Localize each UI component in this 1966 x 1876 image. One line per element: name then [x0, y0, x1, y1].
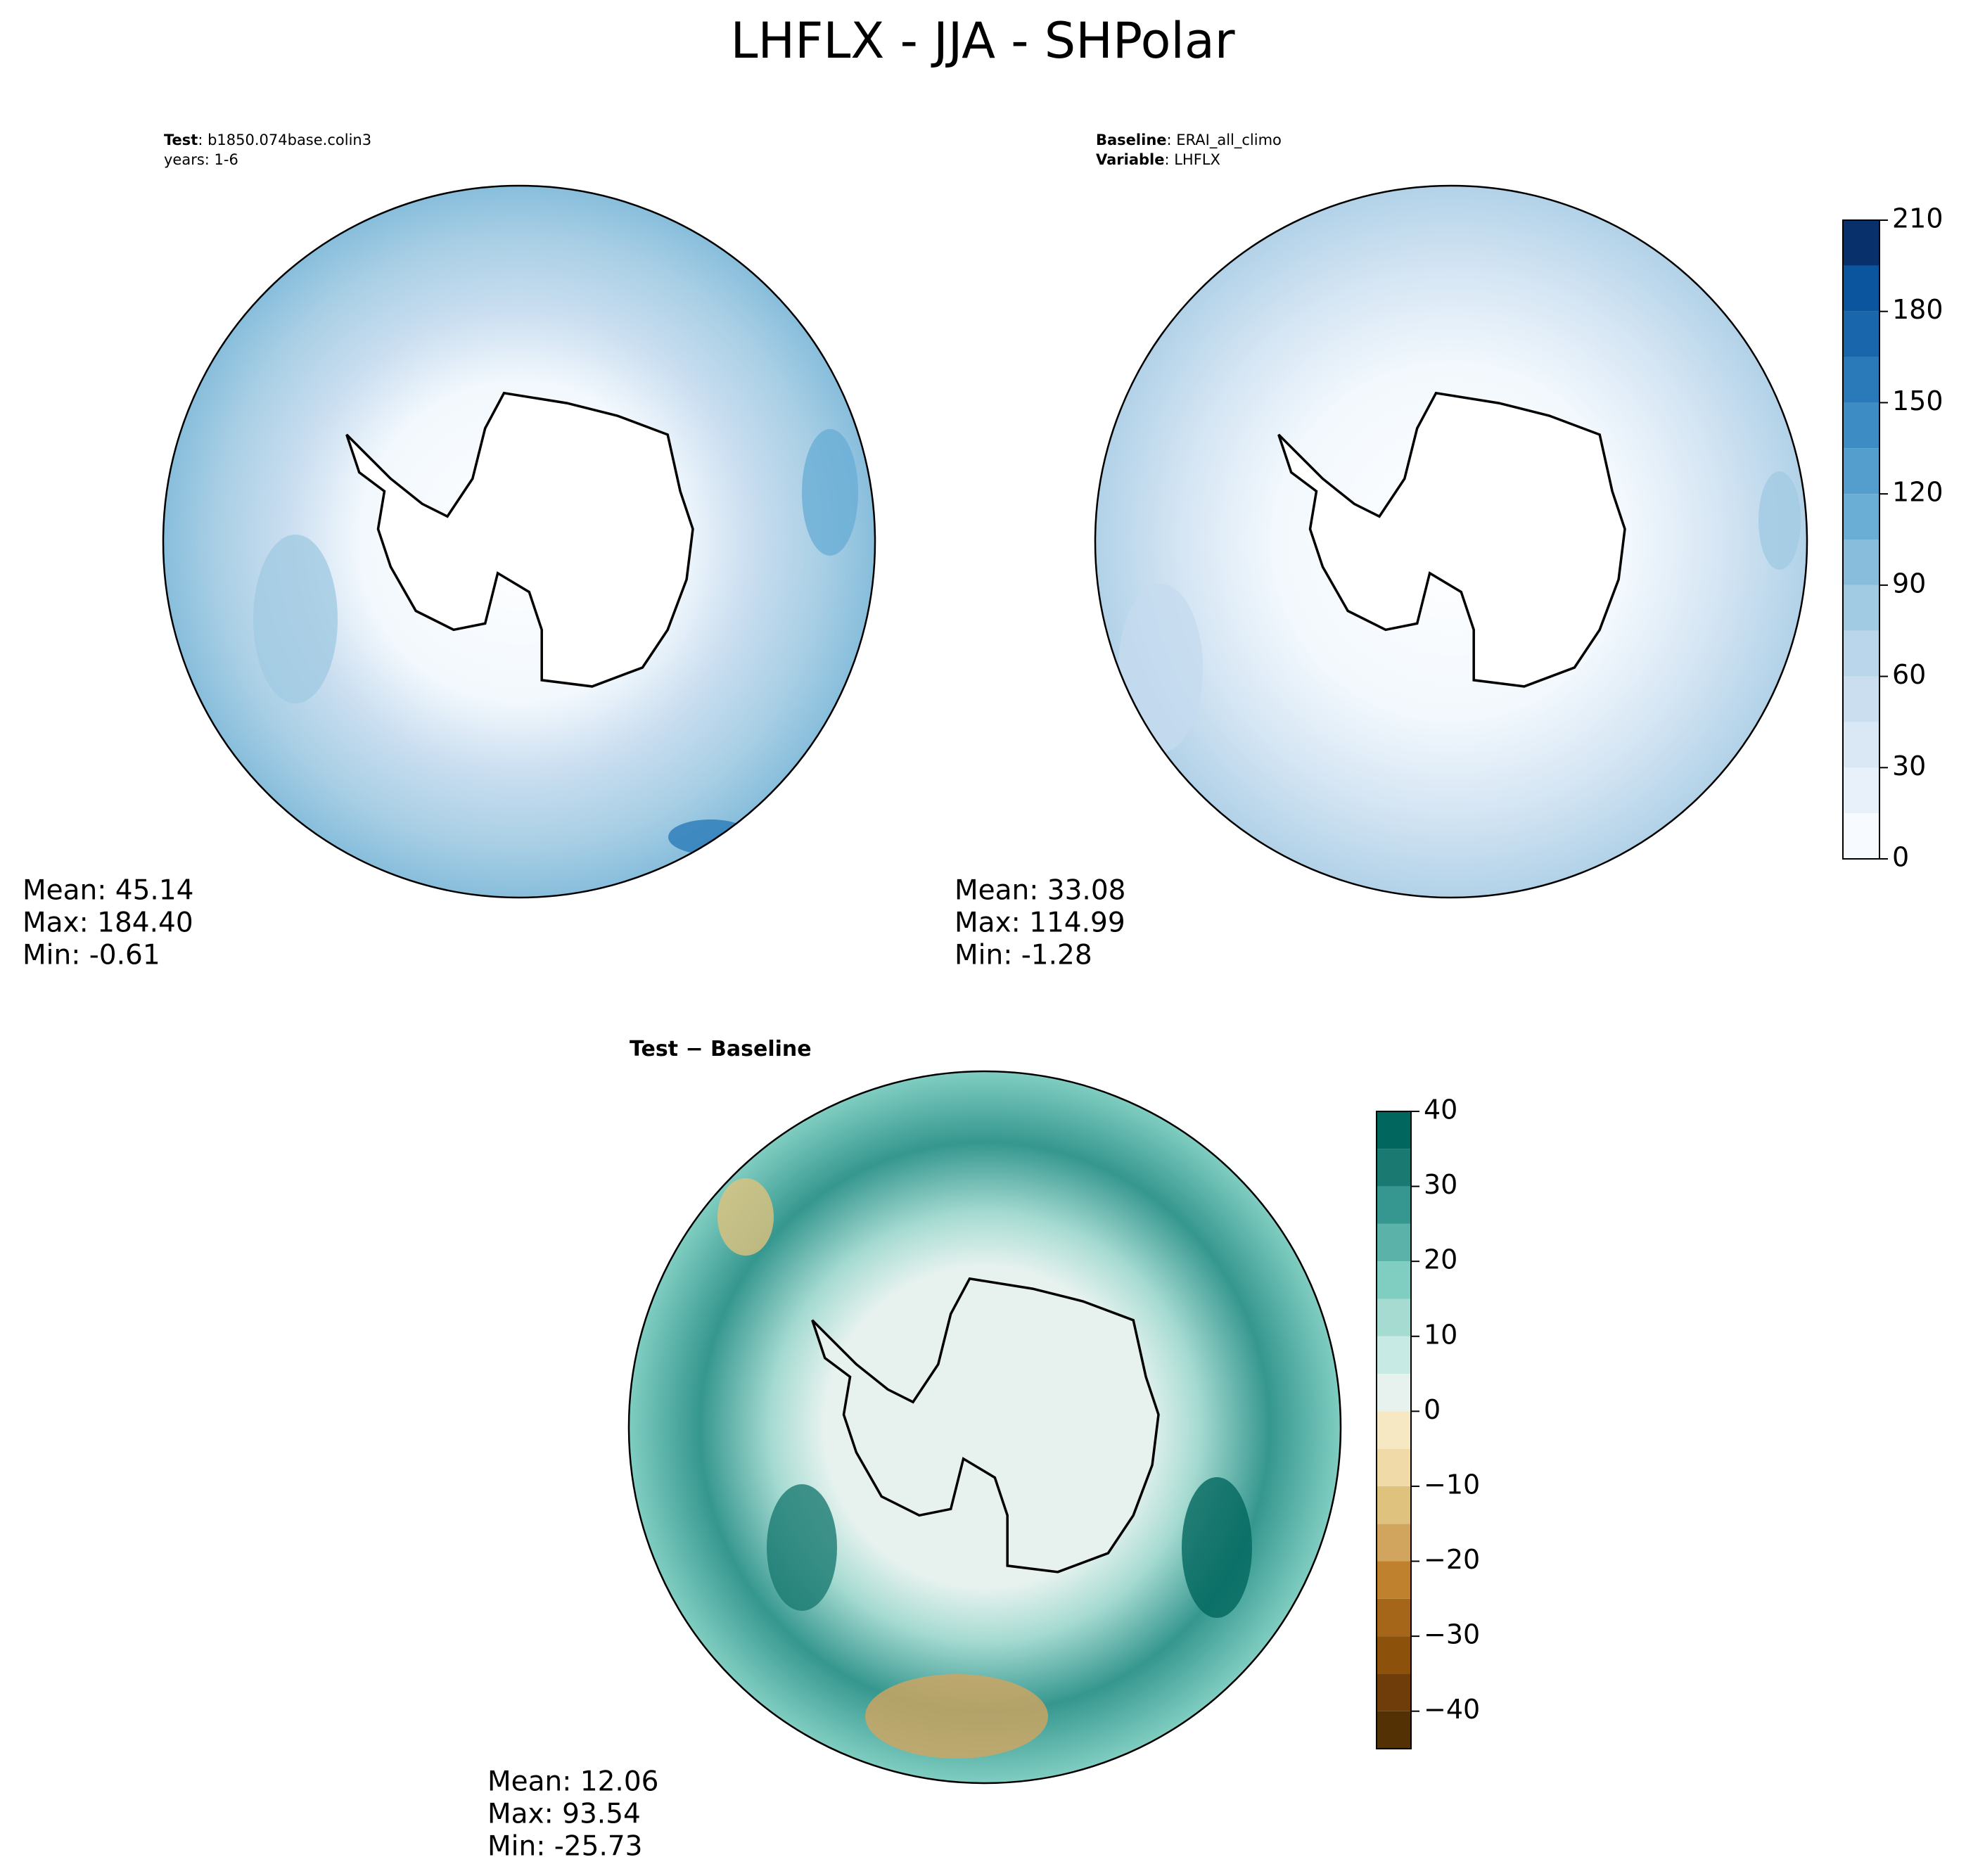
map-field	[1095, 186, 1807, 898]
header-value: : ERAI_all_climo	[1167, 132, 1282, 149]
header-value: years: 1-6	[164, 151, 238, 168]
colorbar-band	[1377, 1524, 1411, 1562]
colorbar-tick-label: 210	[1892, 203, 1943, 234]
panel-header: years: 1-6	[164, 151, 238, 168]
field-patch	[668, 819, 753, 855]
field-patch	[1758, 471, 1801, 570]
stat-text: Min: -25.73	[487, 1831, 642, 1863]
colorbar-band	[1377, 1561, 1411, 1599]
colorbar-tick-label: 30	[1424, 1169, 1457, 1200]
header-value: : LHFLX	[1164, 151, 1220, 168]
figure-title: LHFLX - JJA - SHPolar	[730, 12, 1234, 70]
colorbar-band	[1843, 630, 1879, 677]
map-boundary	[1094, 184, 1808, 899]
colorbar-frame	[1376, 1111, 1412, 1749]
colorbar-band	[1843, 676, 1879, 722]
colorbar-tick-label: 10	[1424, 1319, 1457, 1350]
panel-header: Variable: LHFLX	[1096, 151, 1220, 168]
header-key: Test	[164, 132, 198, 148]
map-field	[163, 186, 875, 898]
field-patch	[253, 535, 338, 703]
coastline	[345, 391, 694, 688]
colorbar-band	[1843, 448, 1879, 494]
colorbar-band	[1377, 1598, 1411, 1637]
map-boundary	[162, 184, 876, 899]
stat-text: Max: 114.99	[955, 907, 1125, 939]
stat-text: Max: 184.40	[23, 907, 193, 939]
colorbar-tick-label: −30	[1424, 1619, 1480, 1650]
colorbar-band	[1377, 1149, 1411, 1187]
colorbar-band	[1377, 1711, 1411, 1749]
map-boundary	[627, 1070, 1342, 1785]
colorbar-band	[1843, 540, 1879, 585]
colorbar-band	[1843, 813, 1879, 859]
colorbar-tick-label: 40	[1424, 1095, 1457, 1125]
colorbar-tick-label: 30	[1892, 751, 1926, 781]
colorbar-band	[1377, 1111, 1411, 1149]
colorbar-tick-label: 0	[1892, 842, 1909, 873]
header-key: Test − Baseline	[630, 1037, 812, 1061]
field-patch	[717, 1178, 774, 1256]
colorbar-band	[1377, 1336, 1411, 1374]
colorbar-band	[1843, 357, 1879, 403]
colorbar-band	[1377, 1223, 1411, 1262]
colorbar-tick-label: −10	[1424, 1469, 1480, 1500]
field-patch	[1182, 1477, 1252, 1618]
panel-header: Test: b1850.074base.colin3	[164, 132, 371, 148]
field-patch	[1118, 584, 1203, 753]
colorbar-tick-label: 120	[1892, 477, 1943, 508]
header-key: Variable	[1096, 151, 1164, 168]
field-patch	[802, 429, 858, 556]
header-key: Baseline	[1096, 132, 1167, 148]
header-value: : b1850.074base.colin3	[198, 132, 371, 148]
colorbar-tick-label: −40	[1424, 1694, 1480, 1725]
map-field	[629, 1071, 1341, 1783]
stat-text: Mean: 45.14	[23, 875, 193, 907]
colorbar-band	[1843, 585, 1879, 631]
colorbar-band	[1377, 1261, 1411, 1299]
colorbar-frame	[1842, 219, 1880, 860]
colorbar-tick-label: −20	[1424, 1544, 1480, 1575]
colorbar-band	[1843, 722, 1879, 768]
field-patch	[865, 1674, 1048, 1759]
colorbar-tick-label: 150	[1892, 385, 1943, 416]
colorbar-band	[1377, 1374, 1411, 1412]
colorbar-band	[1843, 494, 1879, 540]
panel-header: Baseline: ERAI_all_climo	[1096, 132, 1282, 149]
stat-text: Mean: 12.06	[487, 1766, 658, 1798]
stat-text: Min: -1.28	[955, 940, 1092, 971]
colorbar-band	[1843, 220, 1879, 266]
stat-text: Mean: 33.08	[955, 875, 1125, 907]
colorbar-band	[1377, 1673, 1411, 1711]
colorbar-band	[1377, 1448, 1411, 1486]
colorbar-band	[1377, 1486, 1411, 1524]
colorbar-tick-label: 20	[1424, 1244, 1457, 1275]
field-patch	[767, 1484, 837, 1611]
coastline	[1277, 391, 1626, 688]
panel-header: Test − Baseline	[630, 1037, 812, 1061]
colorbar-band	[1377, 1298, 1411, 1336]
colorbar-band	[1843, 265, 1879, 312]
colorbar-band	[1843, 311, 1879, 357]
colorbar-band	[1377, 1636, 1411, 1674]
colorbar-band	[1377, 1411, 1411, 1449]
colorbar-band	[1843, 402, 1879, 449]
colorbar-band	[1843, 767, 1879, 814]
colorbar-tick-label: 90	[1892, 568, 1926, 599]
stat-text: Min: -0.61	[23, 940, 160, 971]
colorbar-tick-label: 60	[1892, 659, 1926, 690]
colorbar-band	[1377, 1186, 1411, 1224]
stat-text: Max: 93.54	[487, 1799, 641, 1830]
colorbar-tick-label: 0	[1424, 1394, 1441, 1425]
colorbar-tick-label: 180	[1892, 294, 1943, 325]
coastline	[811, 1277, 1160, 1574]
